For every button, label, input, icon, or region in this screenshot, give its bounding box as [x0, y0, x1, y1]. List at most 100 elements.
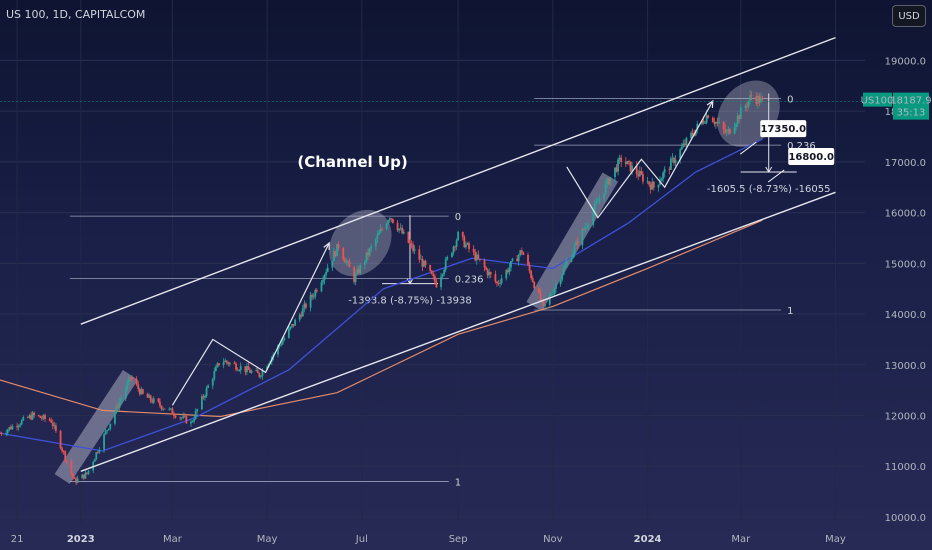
candle-body: [149, 395, 152, 401]
candle-body: [109, 423, 112, 429]
candle-body: [86, 472, 88, 474]
candle-body: [511, 258, 514, 262]
candle-body: [28, 415, 31, 418]
candle-body: [106, 430, 109, 431]
candle-body: [435, 281, 438, 288]
candle-body: [72, 473, 74, 478]
candle-body: [140, 389, 143, 395]
projection-bar: [54, 369, 138, 484]
candle-body: [196, 409, 199, 411]
candle-body: [345, 261, 348, 263]
candle-body: [379, 228, 382, 233]
candle-body: [305, 303, 307, 308]
price-tag-box: [893, 92, 929, 120]
candle-body: [225, 360, 228, 363]
candle-body: [488, 272, 491, 276]
candle-body: [124, 388, 127, 399]
candle-body: [103, 434, 105, 450]
candle-body: [755, 96, 758, 104]
candle-body: [587, 224, 590, 227]
moving-averages: [0, 138, 763, 452]
candle-body: [572, 252, 574, 259]
candle-body: [715, 121, 717, 124]
channel-upper-line: [80, 36, 836, 325]
candle-body: [323, 274, 326, 281]
measure-label: -1393.8 (-8.75%) -13938: [348, 296, 472, 307]
candle-body: [93, 459, 96, 462]
candle-body: [107, 428, 110, 431]
candle-body: [235, 363, 237, 370]
candle-body: [315, 289, 318, 292]
candle-body: [280, 344, 282, 346]
candle-body: [615, 167, 618, 172]
candle-body: [733, 126, 736, 134]
candle-body: [682, 143, 685, 147]
channel-lower-line: [80, 191, 836, 472]
candle-body: [519, 250, 522, 256]
candle-body: [244, 366, 247, 373]
candle-body: [533, 281, 536, 289]
candle-body: [735, 123, 738, 127]
candle-body: [472, 248, 475, 253]
candle-body: [565, 261, 568, 265]
candle-body: [30, 415, 32, 420]
candle-body: [348, 261, 351, 268]
candle-body: [631, 165, 633, 172]
candle-body: [292, 324, 295, 326]
candle-body: [564, 264, 567, 268]
candle-body: [294, 319, 296, 326]
candle-body: [81, 474, 84, 479]
candle-body: [474, 252, 477, 261]
candle-body: [451, 252, 453, 258]
candle-body: [73, 477, 76, 479]
candle-body: [289, 326, 292, 329]
candle-body: [387, 220, 390, 225]
candle-body: [508, 267, 511, 273]
candle-body: [75, 478, 77, 483]
candle-body: [152, 398, 155, 403]
candle-body: [255, 370, 258, 371]
candle-body: [444, 259, 447, 270]
candle-body: [671, 157, 674, 159]
candle-body: [412, 244, 414, 251]
candle-body: [598, 198, 601, 202]
candle-body: [555, 284, 557, 289]
candle-body: [620, 157, 623, 162]
candle-body: [191, 421, 194, 423]
candle-body: [497, 283, 500, 284]
candle-body: [486, 269, 489, 276]
candle-body: [0, 433, 1, 435]
candle-body: [359, 264, 362, 274]
currency-button[interactable]: USD: [892, 5, 926, 27]
candle-body: [236, 369, 239, 371]
y-tick-label: 10000.0: [885, 513, 926, 524]
callout-box: [760, 120, 807, 138]
candle-body: [457, 231, 460, 241]
fib-level-label: 0.236: [787, 141, 816, 152]
candle-body: [527, 254, 529, 265]
candle-body: [193, 418, 196, 422]
candle-body: [561, 274, 564, 280]
candle-body: [17, 425, 20, 428]
candle-body: [581, 229, 584, 246]
candle-body: [388, 218, 391, 221]
candle-body: [200, 396, 203, 410]
candle-body: [548, 295, 551, 305]
candle-body: [586, 226, 588, 228]
candle-body: [334, 251, 337, 257]
candle-body: [9, 427, 12, 430]
candle-body: [464, 244, 467, 248]
candle-body: [19, 424, 22, 426]
candle-body: [354, 273, 357, 282]
candle-body: [368, 248, 371, 256]
candle-body: [171, 408, 174, 415]
candle-body: [211, 379, 214, 386]
candle-body: [70, 461, 73, 474]
candle-body: [424, 260, 427, 266]
candle-body: [419, 258, 422, 260]
candle-body: [98, 449, 101, 453]
candle-body: [50, 420, 53, 423]
candle-body: [559, 279, 562, 285]
